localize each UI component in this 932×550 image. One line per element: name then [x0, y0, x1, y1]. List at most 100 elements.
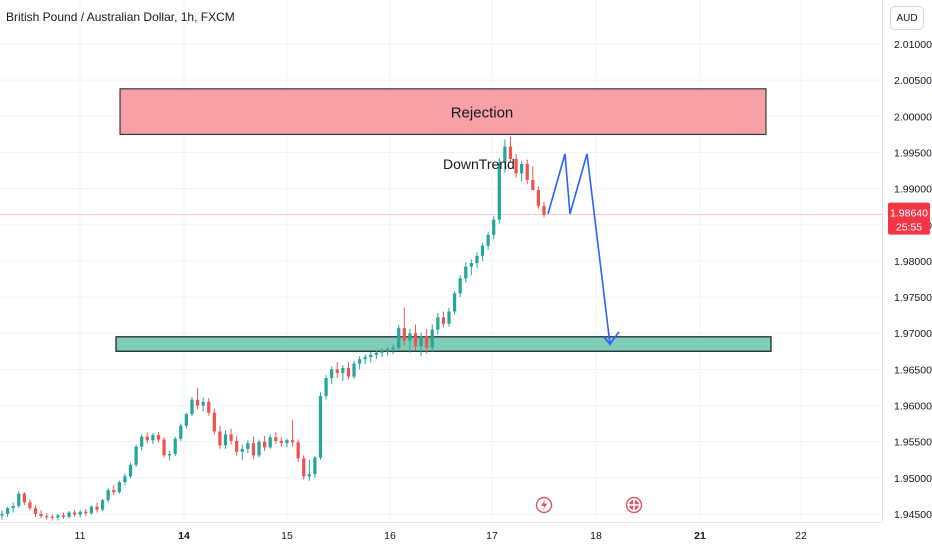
projection-path[interactable] — [547, 153, 620, 347]
candle-body — [123, 476, 127, 483]
candle-body — [207, 401, 211, 413]
candle-body — [61, 515, 66, 517]
candle-body — [480, 245, 485, 256]
price-tick-label: 2.00000 — [894, 111, 932, 123]
candle-body — [464, 266, 468, 279]
candle-body — [117, 482, 121, 493]
candle-body — [330, 369, 334, 379]
time-tick-label: 22 — [795, 530, 807, 542]
candle-body — [380, 351, 384, 353]
price-axis: 2.010002.005002.000001.995001.990001.985… — [888, 39, 932, 521]
candlestick-series — [0, 136, 546, 521]
symbol-title[interactable]: British Pound / Australian Dollar, 1h, F… — [6, 10, 235, 24]
candle-body — [39, 513, 43, 517]
time-tick-label: 17 — [486, 530, 498, 542]
candle-body — [56, 515, 60, 518]
candle-body — [385, 349, 390, 352]
candle-body — [492, 219, 496, 235]
candle-body — [302, 458, 306, 477]
candle-body — [274, 437, 278, 441]
candle-body — [542, 205, 546, 215]
candle-body — [28, 502, 32, 509]
candle-body — [11, 505, 15, 509]
candle-body — [168, 453, 172, 456]
projection-arrowhead — [603, 336, 616, 346]
candle-body — [279, 440, 284, 444]
candle-body — [318, 396, 323, 458]
candle-body — [357, 359, 362, 364]
candle-body — [441, 317, 446, 324]
price-tick-label: 1.95500 — [894, 437, 932, 449]
candle-body — [140, 436, 144, 447]
downtrend-label: DownTrend — [443, 156, 515, 172]
candle-body — [190, 399, 194, 415]
time-axis: 11 14 15 16 17 18 21 22 — [75, 530, 807, 542]
candle-body — [486, 234, 490, 246]
price-tick-label: 1.97000 — [894, 328, 932, 340]
candle-body — [346, 367, 351, 377]
candle-body — [285, 440, 289, 444]
candle-body — [223, 434, 228, 446]
candle-body — [520, 164, 524, 174]
price-tick-label: 2.01000 — [894, 39, 932, 51]
candle-body — [402, 328, 406, 341]
candle-body — [447, 311, 451, 324]
price-tick-label: 1.96500 — [894, 364, 932, 376]
price-axis-separator — [882, 0, 883, 522]
candle-body — [458, 278, 462, 294]
candle-body — [408, 333, 412, 341]
support-zone[interactable] — [115, 336, 772, 352]
time-tick-label: 18 — [590, 530, 602, 542]
candle-body — [452, 293, 457, 312]
candle-body — [162, 439, 166, 456]
chart-grid — [0, 0, 882, 522]
candle-body — [45, 516, 49, 518]
candle-body — [89, 506, 94, 514]
last-price-tag — [888, 202, 930, 235]
candle-body — [67, 512, 71, 517]
candle-body — [73, 512, 77, 515]
candle-body — [475, 255, 479, 264]
price-tick-label: 1.97500 — [894, 292, 932, 304]
candle-body — [391, 347, 395, 350]
time-tick-label: 11 — [75, 530, 86, 542]
event-markers — [535, 496, 643, 514]
candle-body — [112, 490, 116, 493]
candle-body — [128, 464, 133, 477]
candle-body — [240, 448, 244, 452]
price-tick-label: 1.99000 — [894, 184, 932, 196]
candle-body — [156, 435, 161, 440]
candle-body — [84, 511, 88, 514]
price-tick-label: 1.95000 — [894, 473, 932, 485]
time-tick-label: 15 — [281, 530, 293, 542]
candle-body — [296, 442, 300, 459]
candle-body — [469, 263, 473, 267]
last-price-value: 1.98640 — [890, 208, 928, 220]
candle-body — [369, 354, 373, 358]
candle-body — [290, 440, 295, 443]
candle-body — [100, 500, 105, 510]
time-tick-label: 21 — [694, 530, 706, 542]
candle-body — [341, 367, 345, 373]
candle-body — [33, 508, 38, 514]
candle-body — [151, 435, 155, 441]
candle-body — [335, 369, 339, 373]
countdown-value: 25:55 — [896, 222, 922, 234]
candle-body — [363, 357, 367, 360]
candle-body — [17, 493, 21, 506]
candle-body — [425, 336, 429, 348]
candle-body — [531, 179, 535, 191]
currency-button[interactable]: AUD — [890, 6, 924, 30]
candle-body — [497, 162, 501, 220]
time-tick-label: 14 — [178, 530, 190, 542]
candle-body — [201, 401, 205, 406]
candle-body — [307, 474, 311, 477]
candle-body — [352, 363, 356, 377]
candle-body — [503, 146, 507, 163]
candle-body — [251, 443, 256, 456]
rejection-zone[interactable] — [119, 88, 767, 135]
candle-body — [397, 328, 401, 348]
projection-overlay: DownTrend — [443, 153, 620, 347]
candle-body — [235, 440, 239, 452]
